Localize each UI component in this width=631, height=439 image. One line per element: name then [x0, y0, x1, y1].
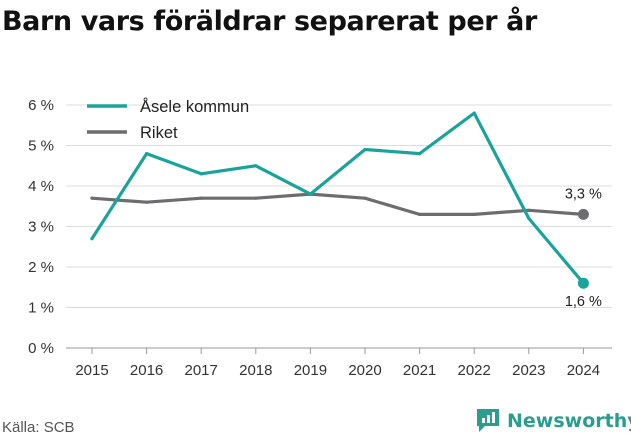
data-point-asele: [254, 164, 258, 168]
source-note: Källa: SCB: [2, 419, 75, 436]
y-tick-label: 1 %: [28, 300, 54, 317]
legend: Åsele kommun Riket: [87, 97, 249, 142]
data-point-asele: [363, 147, 367, 152]
y-tick-label: 4 %: [28, 178, 54, 195]
series-line-asele: [90, 111, 586, 285]
end-label-asele: 1,6 %: [565, 294, 602, 310]
newsworthy-brand: Newsworthy: [475, 404, 631, 438]
data-point-asele: [199, 172, 203, 176]
end-label-riket: 3,3 %: [565, 186, 602, 202]
y-tick-label: 3 %: [28, 219, 54, 236]
y-tick-label: 5 %: [28, 138, 54, 155]
data-point-asele: [418, 152, 422, 156]
newsworthy-logo-icon: [477, 409, 499, 432]
data-point-riket: [472, 212, 476, 216]
end-value-labels: 3,3 % 1,6 %: [565, 186, 602, 310]
x-tick-label: 2023: [512, 362, 545, 379]
data-point-riket: [199, 196, 203, 200]
x-tick-label: 2020: [348, 362, 381, 379]
x-tick-label: 2024: [567, 362, 600, 379]
chart-title: Barn vars föräldrar separerat per år: [2, 6, 537, 37]
data-point-riket: [527, 208, 531, 212]
y-tick-label: 2 %: [28, 259, 54, 276]
grid-lines: [66, 104, 612, 349]
data-point-asele: [527, 216, 531, 220]
data-point-asele: [145, 152, 149, 156]
series-lines: [90, 111, 589, 289]
data-point-riket: [145, 200, 149, 204]
legend-label-riket: Riket: [140, 124, 178, 142]
x-tick-label: 2017: [185, 362, 218, 379]
end-marker-riket: [577, 208, 589, 220]
data-point-riket: [418, 212, 422, 216]
data-point-riket: [254, 196, 258, 200]
x-axis-tick-labels: 2015 2016 2017 2018 2019 2020 2021 2022 2023 2024: [75, 348, 600, 379]
brand-name: Newsworthy: [507, 410, 631, 432]
line-chart: 0 %1 %2 %3 %4 %5 %6 % 2015 2016 2017 2018 20…: [28, 97, 612, 379]
y-tick-label: 0 %: [28, 340, 54, 357]
x-tick-label: 2016: [130, 362, 163, 379]
end-marker-asele: [577, 277, 589, 289]
data-point-asele: [472, 111, 476, 115]
x-tick-label: 2018: [239, 362, 272, 379]
x-tick-label: 2021: [403, 362, 436, 379]
series-line-riket: [90, 192, 586, 216]
x-tick-label: 2015: [75, 362, 108, 379]
legend-label-asele: Åsele kommun: [140, 97, 249, 116]
y-axis-tick-labels: 0 % 1 % 2 % 3 % 4 % 5 % 6 %: [28, 97, 54, 357]
data-point-asele: [90, 237, 94, 241]
data-point-riket: [90, 196, 94, 200]
data-point-riket: [363, 196, 367, 200]
y-tick-label: 6 %: [28, 97, 54, 114]
data-point-asele: [308, 192, 312, 196]
x-tick-label: 2019: [294, 362, 327, 379]
x-tick-label: 2022: [458, 362, 491, 379]
